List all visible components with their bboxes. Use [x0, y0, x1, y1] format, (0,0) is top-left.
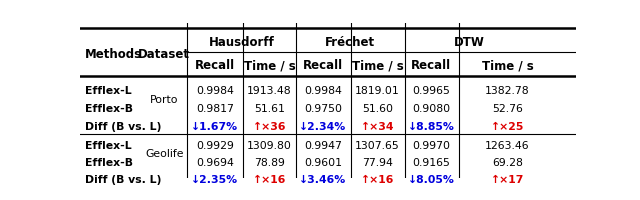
Text: 0.9984: 0.9984 — [304, 86, 342, 96]
Text: ↓2.35%: ↓2.35% — [191, 174, 239, 184]
Text: Efflex-L: Efflex-L — [85, 86, 132, 96]
Text: ↑×36: ↑×36 — [253, 121, 286, 131]
Text: Fréchet: Fréchet — [325, 36, 376, 49]
Text: Methods: Methods — [85, 48, 142, 60]
Text: Time / s: Time / s — [244, 59, 295, 72]
Text: 0.9929: 0.9929 — [196, 140, 234, 150]
Text: Geolife: Geolife — [145, 148, 184, 158]
Text: Dataset: Dataset — [138, 48, 190, 60]
Text: Efflex-L: Efflex-L — [85, 140, 132, 150]
Text: Hausdorff: Hausdorff — [209, 36, 275, 49]
Text: 69.28: 69.28 — [492, 157, 523, 167]
Text: 1307.65: 1307.65 — [355, 140, 400, 150]
Text: 0.9750: 0.9750 — [304, 104, 342, 114]
Text: 52.76: 52.76 — [492, 104, 523, 114]
Text: Diff (B vs. L): Diff (B vs. L) — [85, 174, 161, 184]
Text: ↓2.34%: ↓2.34% — [300, 121, 347, 131]
Text: ↓3.46%: ↓3.46% — [300, 174, 347, 184]
Text: Porto: Porto — [150, 95, 179, 105]
Text: DTW: DTW — [454, 36, 484, 49]
Text: 0.9947: 0.9947 — [304, 140, 342, 150]
Text: 0.9601: 0.9601 — [304, 157, 342, 167]
Text: 0.9984: 0.9984 — [196, 86, 234, 96]
Text: ↑×25: ↑×25 — [491, 121, 524, 131]
Text: Diff (B vs. L): Diff (B vs. L) — [85, 121, 161, 131]
Text: 51.60: 51.60 — [362, 104, 393, 114]
Text: 0.9970: 0.9970 — [412, 140, 450, 150]
Text: 1309.80: 1309.80 — [247, 140, 292, 150]
Text: ↑×34: ↑×34 — [361, 121, 394, 131]
Text: 1263.46: 1263.46 — [485, 140, 530, 150]
Text: 0.9080: 0.9080 — [412, 104, 450, 114]
Text: ↓1.67%: ↓1.67% — [191, 121, 239, 131]
Text: ↑×17: ↑×17 — [491, 174, 524, 184]
Text: 0.9817: 0.9817 — [196, 104, 234, 114]
Text: Recall: Recall — [303, 59, 343, 72]
Text: 51.61: 51.61 — [254, 104, 285, 114]
Text: 1382.78: 1382.78 — [485, 86, 530, 96]
Text: Time / s: Time / s — [482, 59, 533, 72]
Text: ↓8.85%: ↓8.85% — [408, 121, 454, 131]
Text: Time / s: Time / s — [352, 59, 403, 72]
Text: Efflex-B: Efflex-B — [85, 157, 133, 167]
Text: Efflex-B: Efflex-B — [85, 104, 133, 114]
Text: ↓8.05%: ↓8.05% — [408, 174, 454, 184]
Text: 78.89: 78.89 — [254, 157, 285, 167]
Text: 1819.01: 1819.01 — [355, 86, 400, 96]
Text: ↑×16: ↑×16 — [361, 174, 394, 184]
Text: 0.9165: 0.9165 — [412, 157, 450, 167]
Text: 0.9965: 0.9965 — [412, 86, 450, 96]
Text: Recall: Recall — [411, 59, 451, 72]
Text: 0.9694: 0.9694 — [196, 157, 234, 167]
Text: Recall: Recall — [195, 59, 235, 72]
Text: ↑×16: ↑×16 — [253, 174, 286, 184]
Text: 77.94: 77.94 — [362, 157, 393, 167]
Text: 1913.48: 1913.48 — [247, 86, 292, 96]
